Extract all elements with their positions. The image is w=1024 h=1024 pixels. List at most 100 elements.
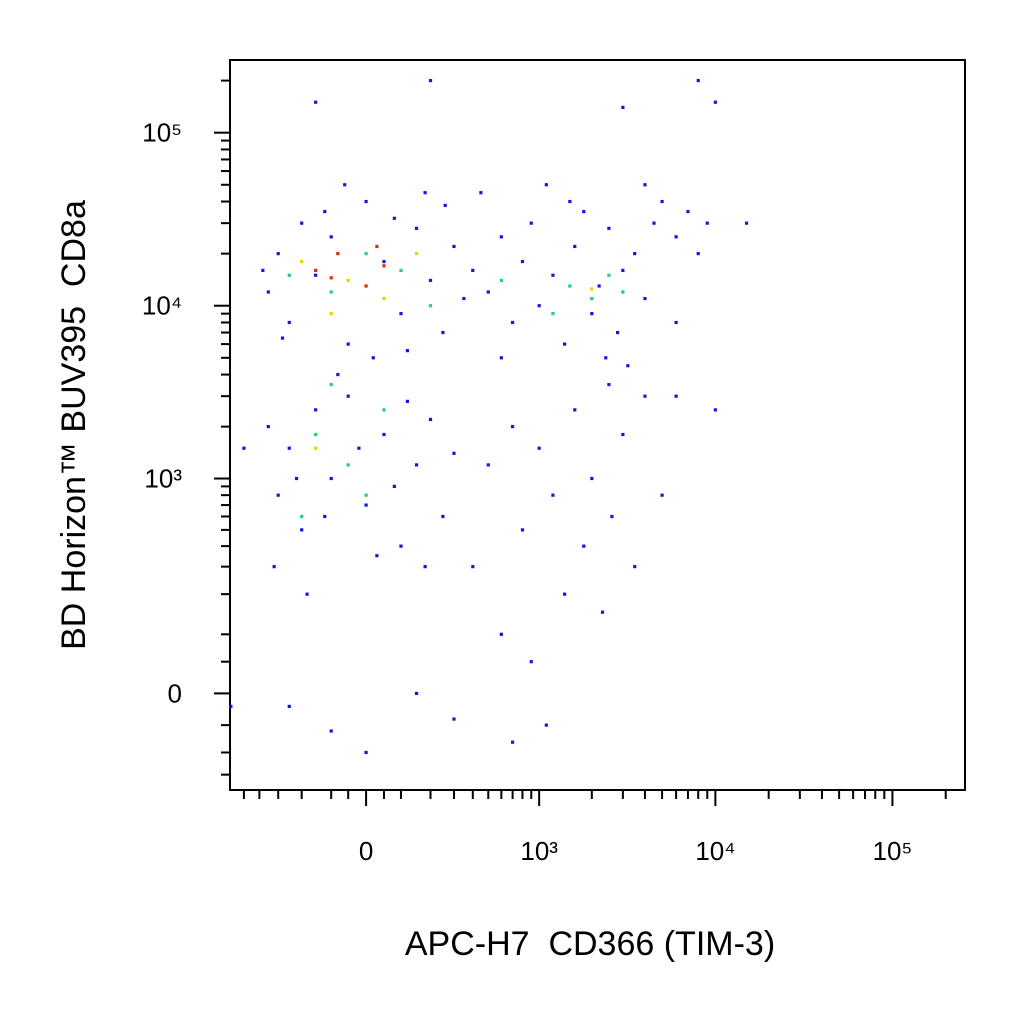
point bbox=[414, 691, 419, 696]
point bbox=[590, 476, 594, 481]
point bbox=[399, 544, 403, 548]
point bbox=[643, 394, 647, 398]
point bbox=[660, 199, 664, 204]
point bbox=[537, 446, 541, 450]
point bbox=[392, 216, 396, 220]
x-axis-title: APC-H7 CD366 (TIM-3) bbox=[405, 925, 775, 963]
point bbox=[329, 276, 333, 280]
point bbox=[300, 514, 304, 519]
y-tick-label: 0 bbox=[168, 678, 182, 708]
point bbox=[510, 320, 515, 325]
point bbox=[568, 199, 572, 204]
y-tick-label: 10⁴ bbox=[142, 291, 182, 321]
point bbox=[621, 105, 625, 109]
x-tick-label: 10⁴ bbox=[695, 836, 735, 866]
point bbox=[287, 273, 291, 277]
point bbox=[486, 463, 490, 467]
point bbox=[287, 446, 291, 450]
point bbox=[266, 290, 270, 294]
point bbox=[314, 100, 318, 104]
point bbox=[621, 290, 625, 294]
point bbox=[582, 209, 586, 214]
point bbox=[544, 723, 548, 727]
point bbox=[276, 252, 280, 256]
point bbox=[674, 320, 678, 325]
point bbox=[382, 259, 386, 264]
point bbox=[392, 484, 396, 488]
point bbox=[405, 349, 409, 353]
point bbox=[261, 268, 265, 272]
point bbox=[621, 268, 625, 272]
point bbox=[382, 264, 386, 268]
point bbox=[375, 554, 379, 558]
point bbox=[441, 330, 445, 335]
point bbox=[563, 592, 567, 596]
point bbox=[499, 278, 503, 283]
point bbox=[305, 592, 309, 596]
point bbox=[314, 446, 318, 450]
y-axis-title: BD Horizon™ BUV395 CD8a bbox=[55, 200, 93, 650]
point bbox=[329, 382, 333, 387]
point bbox=[674, 235, 678, 239]
point bbox=[607, 226, 611, 230]
point bbox=[537, 304, 541, 308]
point bbox=[551, 493, 555, 497]
point bbox=[499, 356, 503, 360]
point bbox=[364, 503, 368, 507]
point bbox=[300, 259, 304, 264]
point bbox=[573, 408, 577, 412]
point bbox=[423, 565, 427, 569]
point bbox=[471, 565, 475, 569]
point bbox=[343, 183, 347, 187]
point bbox=[471, 268, 475, 272]
point bbox=[686, 209, 690, 214]
point bbox=[529, 660, 533, 664]
point bbox=[364, 199, 368, 204]
point bbox=[643, 296, 647, 301]
point bbox=[674, 394, 678, 398]
point bbox=[652, 221, 656, 225]
point bbox=[399, 268, 403, 272]
point bbox=[428, 278, 433, 283]
point bbox=[364, 252, 368, 256]
point bbox=[329, 476, 333, 481]
point bbox=[364, 750, 368, 755]
point bbox=[272, 565, 276, 569]
point bbox=[441, 514, 445, 519]
point bbox=[357, 446, 361, 450]
point bbox=[414, 226, 419, 230]
point bbox=[414, 463, 419, 467]
point bbox=[486, 290, 490, 294]
point bbox=[563, 342, 567, 346]
point bbox=[428, 417, 433, 422]
point bbox=[499, 235, 503, 239]
plot-frame bbox=[229, 59, 966, 791]
point bbox=[510, 425, 515, 429]
point bbox=[414, 252, 419, 256]
point bbox=[582, 544, 586, 548]
point bbox=[510, 740, 515, 744]
point bbox=[423, 191, 427, 195]
point bbox=[615, 330, 620, 335]
point bbox=[428, 304, 433, 308]
point bbox=[633, 565, 637, 569]
point bbox=[443, 203, 447, 207]
point bbox=[452, 244, 456, 249]
point bbox=[314, 268, 318, 272]
point bbox=[520, 259, 525, 264]
point bbox=[382, 296, 386, 301]
point bbox=[323, 514, 327, 519]
point bbox=[428, 78, 433, 83]
point bbox=[399, 312, 403, 316]
point bbox=[696, 78, 700, 83]
point bbox=[242, 446, 246, 450]
x-tick-label: 0 bbox=[359, 836, 373, 866]
point bbox=[346, 463, 350, 467]
point bbox=[329, 729, 333, 733]
point bbox=[294, 476, 299, 481]
point bbox=[405, 399, 409, 403]
point bbox=[276, 493, 280, 497]
point bbox=[287, 704, 291, 709]
